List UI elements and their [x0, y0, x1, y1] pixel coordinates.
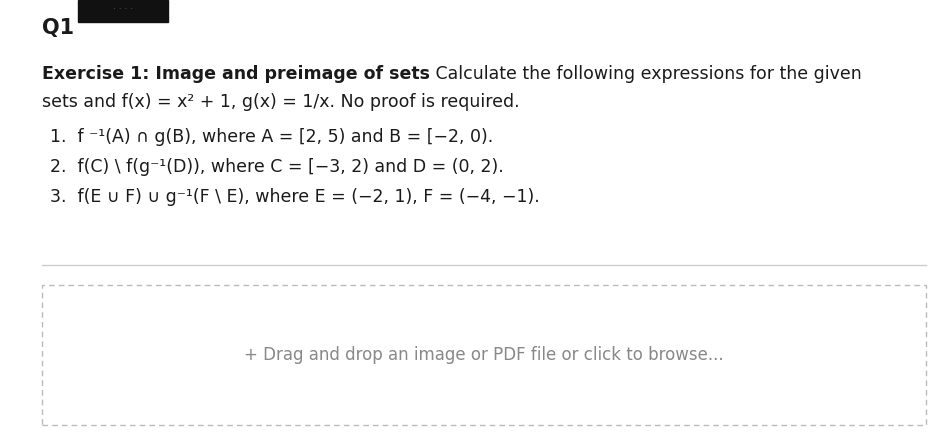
Bar: [42, 285, 926, 425]
Text: Q1: Q1: [42, 18, 74, 38]
Text: · · · ·: · · · ·: [113, 4, 133, 14]
Text: 3.  f(E ∪ F) ∪ g⁻¹(F \ E), where E = (−2, 1), F = (−4, −1).: 3. f(E ∪ F) ∪ g⁻¹(F \ E), where E = (−2,…: [50, 188, 540, 206]
Text: Calculate the following expressions for the given: Calculate the following expressions for …: [430, 65, 862, 83]
Text: 2.  f(C) \ f(g⁻¹(D)), where C = [−3, 2) and D = (0, 2).: 2. f(C) \ f(g⁻¹(D)), where C = [−3, 2) a…: [50, 158, 504, 176]
Text: Exercise 1: Image and preimage of sets: Exercise 1: Image and preimage of sets: [42, 65, 430, 83]
Bar: [78, 0, 168, 22]
Text: + Drag and drop an image or PDF file or click to browse...: + Drag and drop an image or PDF file or …: [244, 346, 724, 364]
Text: 1.  f ⁻¹(A) ∩ g(B), where A = [2, 5) and B = [−2, 0).: 1. f ⁻¹(A) ∩ g(B), where A = [2, 5) and …: [50, 128, 493, 146]
Text: sets and f(x) = x² + 1, g(x) = 1/x. No proof is required.: sets and f(x) = x² + 1, g(x) = 1/x. No p…: [42, 93, 519, 111]
